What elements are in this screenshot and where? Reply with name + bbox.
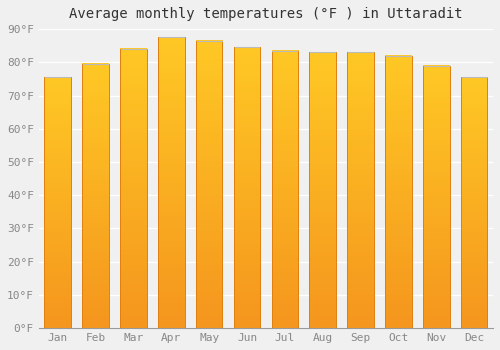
Title: Average monthly temperatures (°F ) in Uttaradit: Average monthly temperatures (°F ) in Ut… xyxy=(69,7,462,21)
Bar xyxy=(272,51,298,328)
Bar xyxy=(82,64,109,328)
Bar xyxy=(423,65,450,328)
Bar xyxy=(158,37,184,328)
Bar xyxy=(120,49,146,328)
Bar xyxy=(461,77,487,328)
Bar xyxy=(385,56,411,328)
Bar xyxy=(196,41,222,328)
Bar xyxy=(348,52,374,328)
Bar xyxy=(44,77,71,328)
Bar xyxy=(310,52,336,328)
Bar xyxy=(234,47,260,328)
